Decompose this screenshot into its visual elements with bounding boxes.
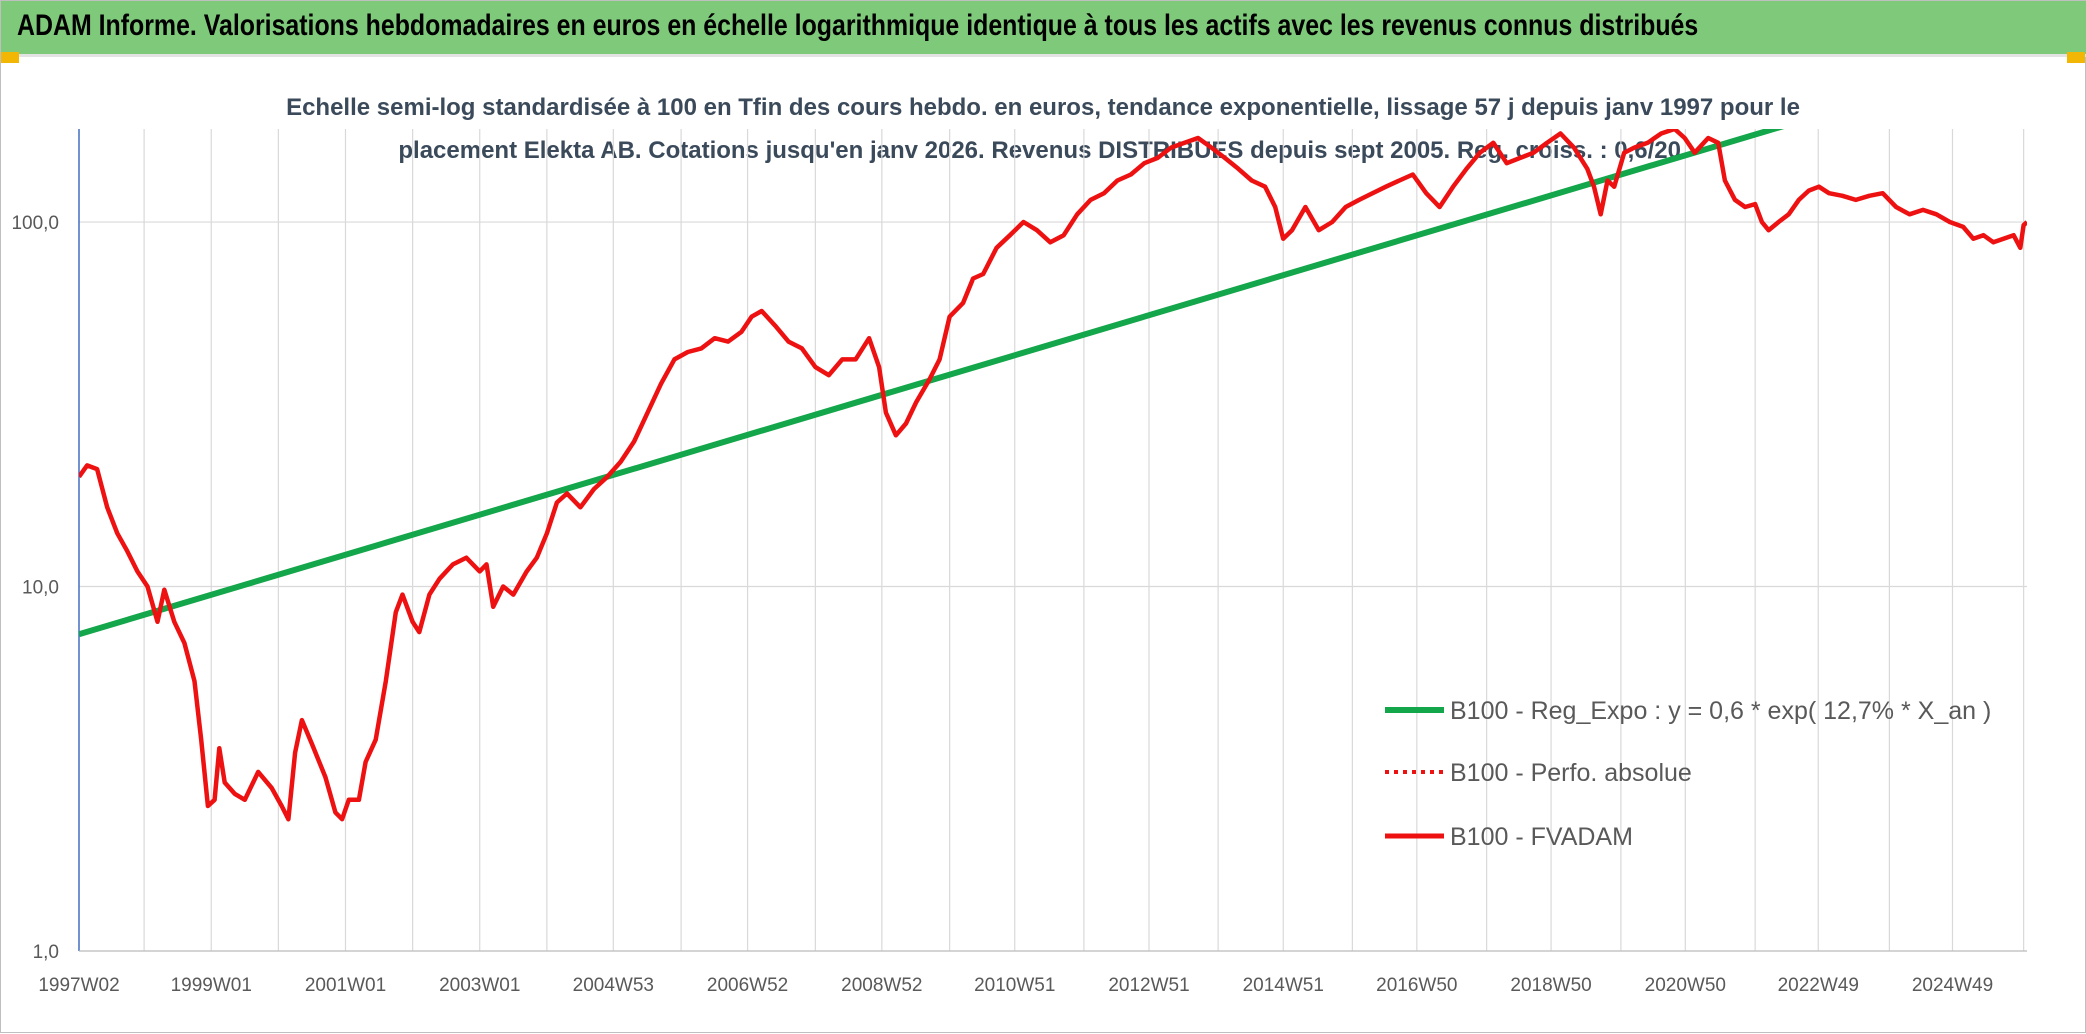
x-tick-label: 2010W51 (974, 975, 1055, 996)
x-tick-label: 1999W01 (171, 975, 252, 996)
legend-label: B100 - FVADAM (1450, 823, 1633, 851)
trend-line (79, 129, 1785, 638)
fvadam-line (79, 129, 2027, 822)
legend-label: B100 - Reg_Expo : y = 0,6 * exp( 12,7% *… (1450, 697, 1991, 725)
y-tick-label: 10,0 (22, 578, 59, 599)
corner-accent-left (1, 52, 19, 63)
x-tick-label: 2008W52 (841, 975, 922, 996)
x-tick-label: 2018W50 (1510, 975, 1591, 996)
y-tick-label: 1,0 (33, 942, 59, 963)
subtitle-line: Echelle semi-log standardisée à 100 en T… (286, 94, 1800, 121)
y-tick-labels: 1,0 10,0 100,0 (11, 213, 59, 963)
x-tick-label: 2024W49 (1912, 975, 1993, 996)
x-tick-label: 2004W53 (573, 975, 654, 996)
x-tick-label: 1997W02 (38, 975, 119, 996)
x-tick-label: 2014W51 (1243, 975, 1324, 996)
axes (78, 129, 2027, 952)
legend: B100 - Reg_Expo : y = 0,6 * exp( 12,7% *… (1385, 697, 1991, 851)
report-header: ADAM Informe. Valorisations hebdomadaire… (1, 1, 2086, 57)
corner-accent-right (2067, 52, 2085, 63)
report-title: ADAM Informe. Valorisations hebdomadaire… (17, 9, 1699, 42)
series-lines (79, 129, 2027, 822)
x-tick-label: 2016W50 (1376, 975, 1457, 996)
x-tick-label: 2012W51 (1108, 975, 1189, 996)
x-tick-label: 2001W01 (305, 975, 386, 996)
x-tick-label: 2022W49 (1778, 975, 1859, 996)
chart-subtitle: Echelle semi-log standardisée à 100 en T… (286, 94, 1800, 164)
x-tick-label: 2020W50 (1645, 975, 1726, 996)
x-tick-labels: 1997W02 1999W01 2001W01 2003W01 2004W53 2006W… (38, 975, 1993, 996)
grid-lines (78, 129, 2027, 952)
x-tick-label: 2003W01 (439, 975, 520, 996)
y-tick-label: 100,0 (11, 213, 59, 234)
x-tick-label: 2006W52 (707, 975, 788, 996)
legend-label: B100 - Perfo. absolue (1450, 759, 1692, 787)
